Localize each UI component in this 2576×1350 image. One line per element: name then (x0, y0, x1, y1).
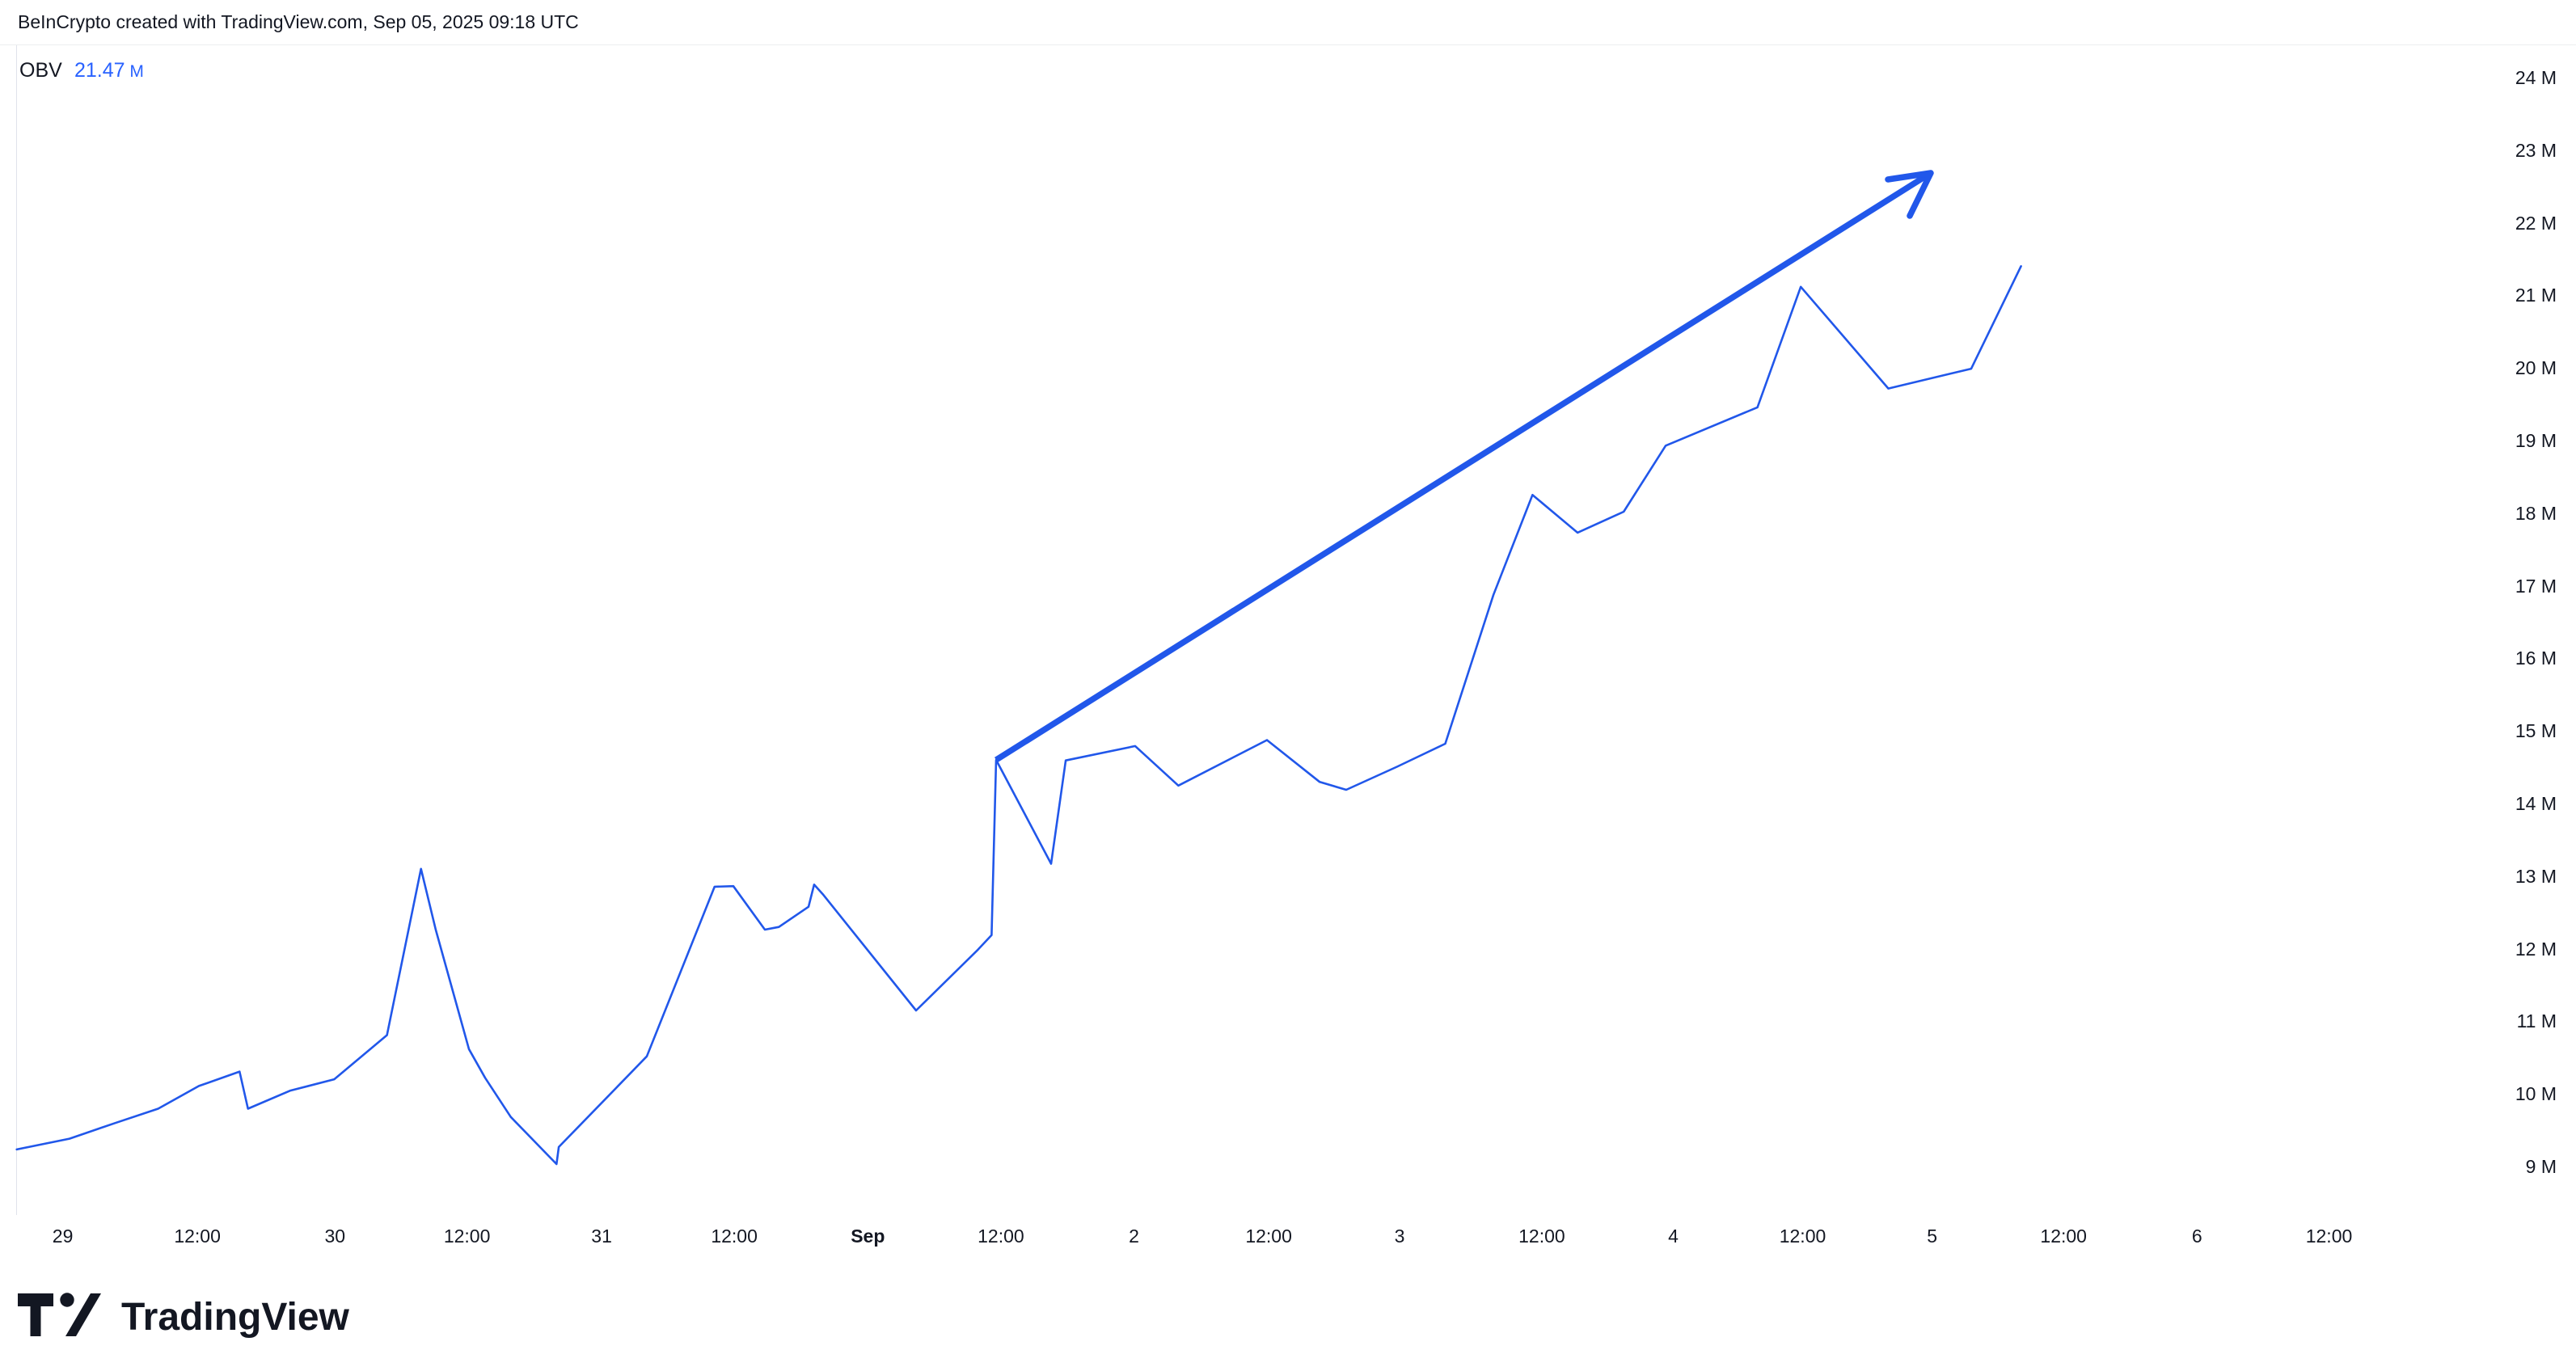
svg-text:TradingView: TradingView (121, 1296, 350, 1339)
